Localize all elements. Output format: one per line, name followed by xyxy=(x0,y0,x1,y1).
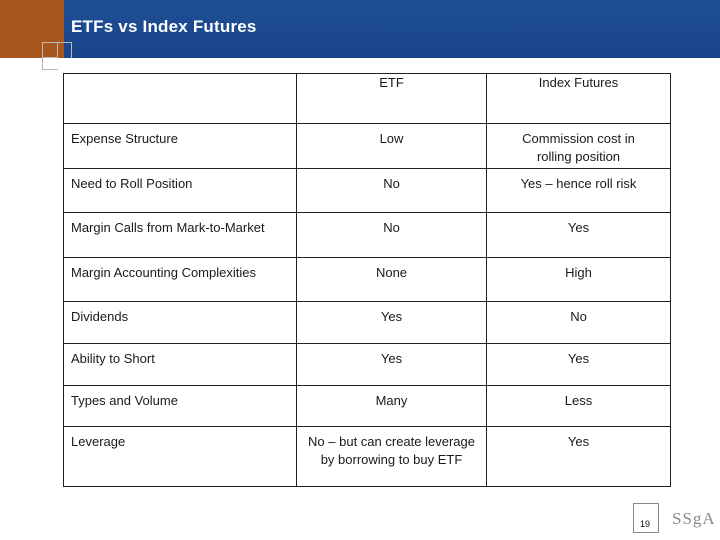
table-header-row: ETF Index Futures xyxy=(63,73,671,124)
etf-value: Yes xyxy=(296,343,487,386)
row-label: Types and Volume xyxy=(63,385,297,427)
row-label: Expense Structure xyxy=(63,123,297,169)
futures-value: No xyxy=(486,301,671,344)
row-label: Ability to Short xyxy=(63,343,297,386)
decorative-square-cutout xyxy=(58,58,72,70)
page-number-box xyxy=(633,503,659,533)
etf-value: Many xyxy=(296,385,487,427)
page-number: 19 xyxy=(640,519,651,529)
futures-value: Less xyxy=(486,385,671,427)
etf-value: No xyxy=(296,212,487,258)
futures-value: Yes – hence roll risk xyxy=(486,168,671,213)
etf-value: No xyxy=(296,168,487,213)
table-row: Leverage No – but can create leverage by… xyxy=(63,426,671,487)
table-row: Expense Structure Low Commission cost in… xyxy=(63,123,671,169)
row-label: Margin Calls from Mark-to-Market xyxy=(63,212,297,258)
header-cell-etf: ETF xyxy=(296,73,487,124)
title-accent-block xyxy=(0,0,64,58)
ssga-logo: SSgA xyxy=(672,509,716,528)
table-row: Dividends Yes No xyxy=(63,301,671,344)
row-label: Dividends xyxy=(63,301,297,344)
futures-value: Yes xyxy=(486,343,671,386)
etf-value: None xyxy=(296,257,487,302)
slide-title: ETFs vs Index Futures xyxy=(71,17,257,36)
futures-value: Commission cost in rolling position xyxy=(486,123,671,169)
futures-value: High xyxy=(486,257,671,302)
title-bar xyxy=(0,0,720,58)
etf-value: No – but can create leverage by borrowin… xyxy=(296,426,487,487)
etf-value: Yes xyxy=(296,301,487,344)
row-label: Margin Accounting Complexities xyxy=(63,257,297,302)
table-row: Margin Accounting Complexities None High xyxy=(63,257,671,302)
etf-value: Low xyxy=(296,123,487,169)
futures-value: Yes xyxy=(486,426,671,487)
table-row: Margin Calls from Mark-to-Market No Yes xyxy=(63,212,671,258)
table-row: Ability to Short Yes Yes xyxy=(63,343,671,386)
row-label: Need to Roll Position xyxy=(63,168,297,213)
table-row: Need to Roll Position No Yes – hence rol… xyxy=(63,168,671,213)
header-cell-empty xyxy=(63,73,297,124)
decorative-square-small xyxy=(42,42,58,58)
header-cell-index-futures: Index Futures xyxy=(486,73,671,124)
row-label: Leverage xyxy=(63,426,297,487)
futures-value: Yes xyxy=(486,212,671,258)
comparison-table: ETF Index Futures Expense Structure Low … xyxy=(63,73,671,487)
table-row: Types and Volume Many Less xyxy=(63,385,671,427)
